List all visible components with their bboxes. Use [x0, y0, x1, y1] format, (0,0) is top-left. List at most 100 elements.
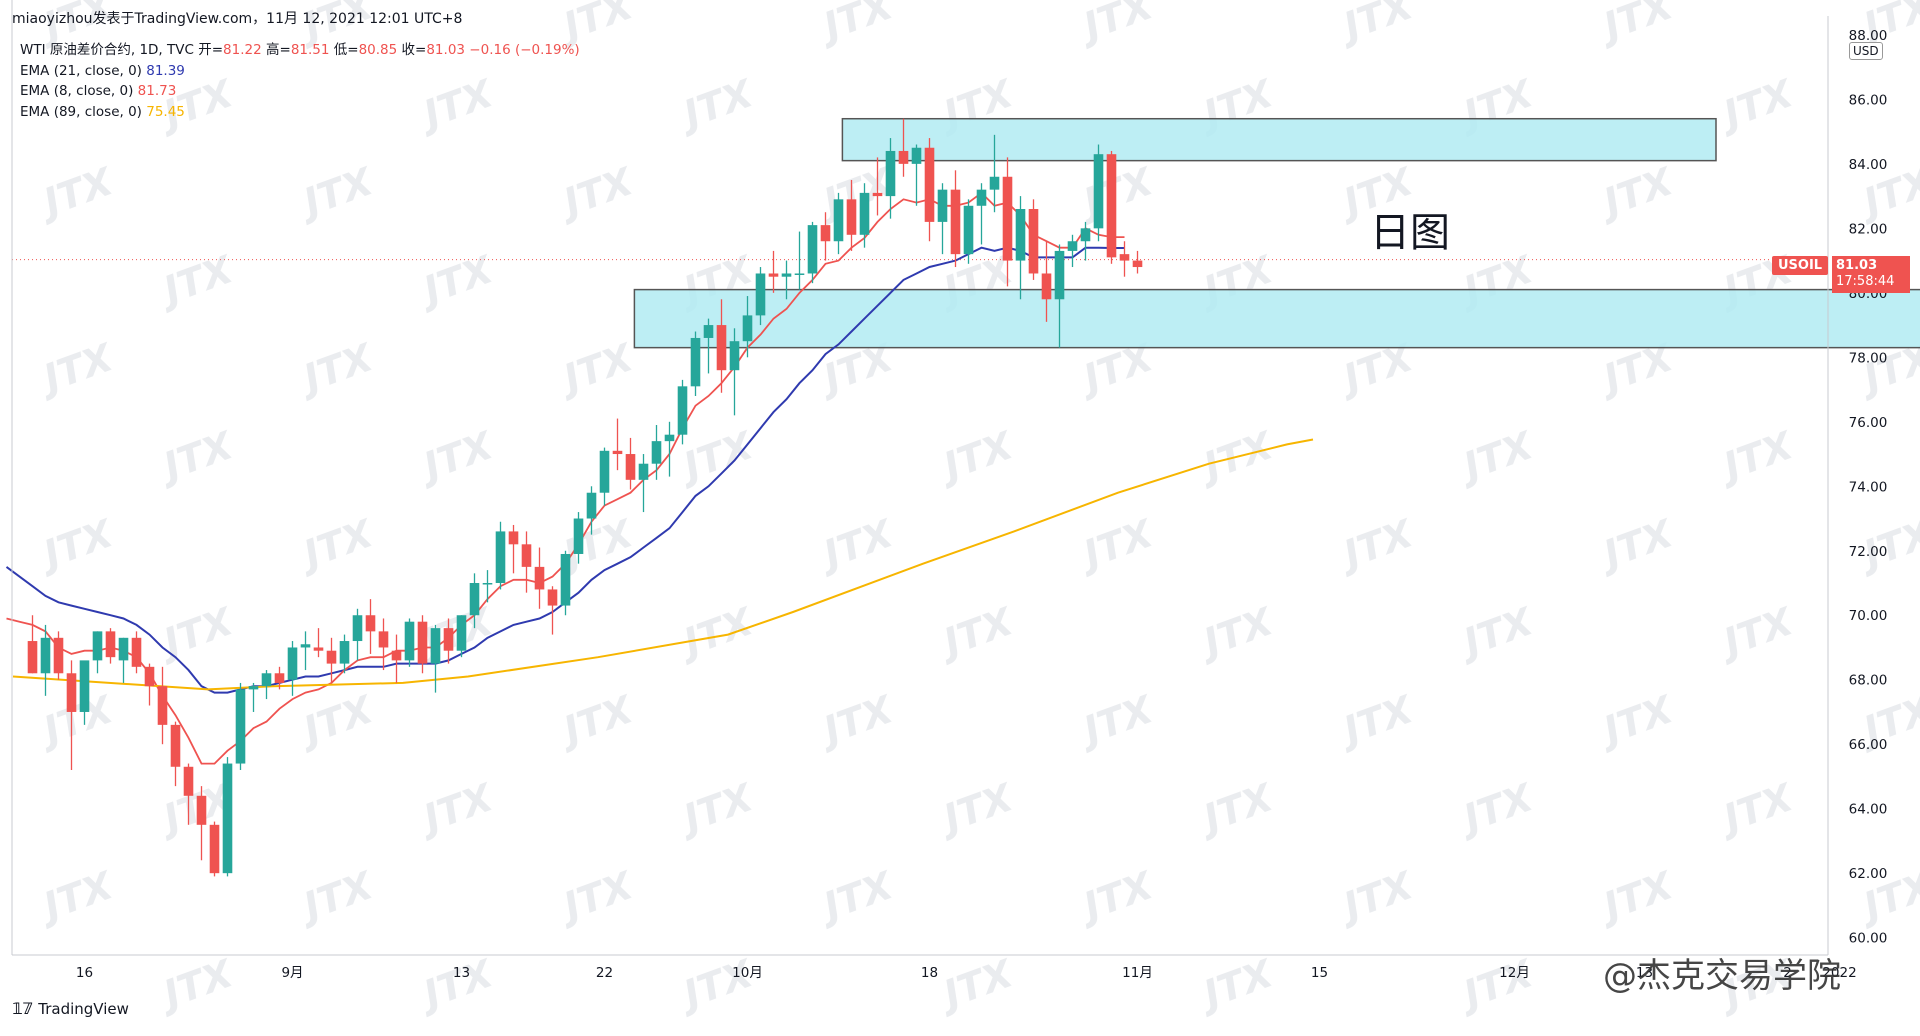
candle-body [508, 531, 519, 545]
support-zone [633, 288, 1920, 349]
candle-body [950, 189, 961, 255]
candle-body [677, 386, 688, 435]
candle-body [222, 763, 233, 874]
candle-body [820, 225, 831, 242]
legend-ema89-row[interactable]: EMA (89, close, 0) 75.45 [20, 102, 580, 123]
candle-body [833, 199, 844, 242]
watermark-text: JTX [671, 71, 759, 139]
legend-ema8-label: EMA (8, close, 0) [20, 83, 134, 99]
candle-body [300, 644, 311, 648]
price-tick-label: 86.00 [1849, 92, 1888, 108]
watermark-text: JTX [1451, 423, 1539, 491]
time-tick-label: 2022 [1822, 965, 1856, 981]
watermark-text: JTX [671, 599, 759, 667]
candle-body [1132, 260, 1143, 268]
time-tick-label: 13 [1636, 965, 1653, 981]
watermark-text: JTX [551, 863, 639, 931]
candle-body [1080, 228, 1091, 242]
watermark-text: JTX [291, 687, 379, 755]
legend-open-label: 开= [198, 42, 224, 58]
time-tick-label: 22 [596, 965, 613, 981]
watermark-text: JTX [151, 423, 239, 491]
watermark-text: JTX [411, 951, 499, 1019]
candle-body [274, 673, 285, 683]
legend-high-label: 高= [266, 42, 291, 58]
candle-body [326, 650, 337, 664]
time-tick-label: 18 [921, 965, 938, 981]
candle-body [196, 795, 207, 825]
candle-body [755, 273, 766, 316]
watermark-text: JTX [811, 0, 899, 51]
candle-body [690, 337, 701, 387]
zone-layer [633, 117, 1920, 349]
candle-body [430, 628, 441, 664]
watermark-text: JTX [1331, 0, 1419, 51]
watermark-text: JTX [291, 159, 379, 227]
price-tick-label: 62.00 [1849, 866, 1888, 882]
candle-body [1067, 241, 1078, 251]
watermark-text: JTX [931, 423, 1019, 491]
watermark-text: JTX [31, 159, 119, 227]
candle-body [1106, 154, 1117, 258]
watermark-text: JTX [1711, 71, 1799, 139]
candle-body [807, 225, 818, 274]
candle-body [716, 325, 727, 371]
candle-body [66, 673, 77, 712]
daily-chart-annotation: 日图 [1370, 210, 1450, 256]
candle-body [27, 641, 38, 674]
watermark-text: JTX [1711, 775, 1799, 843]
candle-body [53, 637, 64, 674]
watermark-text: JTX [811, 863, 899, 931]
watermark-text: JTX [411, 423, 499, 491]
candle-body [209, 824, 220, 874]
candle-body [1119, 254, 1130, 261]
time-tick-label: 13 [453, 965, 470, 981]
watermark-text: JTX [151, 951, 239, 1019]
watermark-text: JTX [551, 335, 639, 403]
time-tick-label: 9月 [281, 965, 303, 981]
candle-body [417, 621, 428, 664]
watermark-text: JTX [1191, 951, 1279, 1019]
candle-body [1054, 250, 1065, 300]
watermark-text: JTX [1071, 863, 1159, 931]
candle-body [976, 189, 987, 206]
candle-body [651, 441, 662, 464]
candle-body [157, 686, 168, 725]
watermark-text: JTX [1331, 511, 1419, 579]
watermark-text: JTX [151, 247, 239, 315]
candle-body [495, 531, 506, 583]
price-tick-label: 76.00 [1849, 415, 1888, 431]
candle-body [469, 583, 480, 616]
watermark-text: JTX [1591, 687, 1679, 755]
candle-body [456, 615, 467, 651]
price-tick-label: 70.00 [1849, 608, 1888, 624]
currency-label[interactable]: USD [1849, 42, 1883, 60]
candle-body [534, 566, 545, 590]
watermark-text: JTX [1071, 511, 1159, 579]
watermark-text: JTX [31, 863, 119, 931]
watermark-text: JTX [411, 775, 499, 843]
watermark-text: JTX [291, 863, 379, 931]
candle-body [924, 147, 935, 222]
candle-body [989, 176, 1000, 190]
legend-ema8-row[interactable]: EMA (8, close, 0) 81.73 [20, 81, 580, 102]
candle-body [521, 544, 532, 567]
candle-body [131, 637, 142, 667]
watermark-text: JTX [1191, 599, 1279, 667]
candle-body [105, 631, 116, 658]
tradingview-logo[interactable]: 𝟙𝟟 TradingView [12, 999, 129, 1018]
candle-body [781, 273, 792, 277]
candle-body [40, 637, 51, 674]
watermark-text: JTX [931, 775, 1019, 843]
legend-ema21-value: 81.39 [146, 62, 185, 79]
candle-body [443, 628, 454, 651]
legend-symbol-name: WTI 原油差价合约, 1D, TVC [20, 42, 194, 58]
legend-ema21-row[interactable]: EMA (21, close, 0) 81.39 [20, 61, 580, 82]
candle-body [365, 615, 376, 632]
legend-main-row[interactable]: WTI 原油差价合约, 1D, TVC 开=81.22 高=81.51 低=80… [20, 40, 580, 61]
watermark-text: JTX [1331, 687, 1419, 755]
legend-open-value: 81.22 [223, 42, 262, 58]
legend-change: −0.16 (−0.19%) [469, 42, 580, 58]
